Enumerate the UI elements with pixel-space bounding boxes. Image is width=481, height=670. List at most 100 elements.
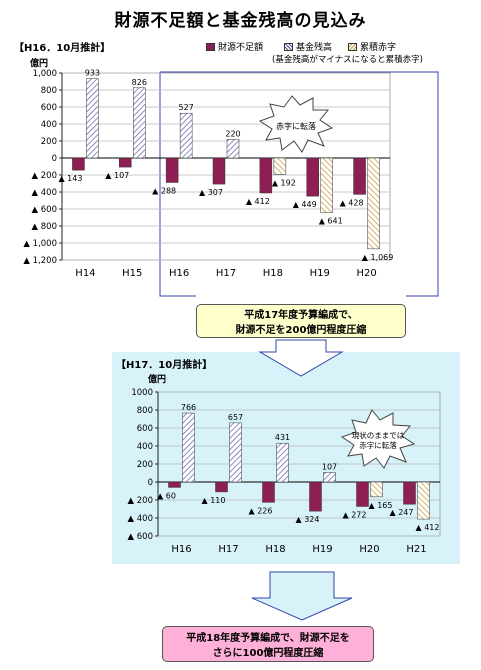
down-arrow-1 — [258, 339, 344, 377]
legend-item-balance: 基金残高 — [284, 40, 332, 53]
chart2-ytick-label: 0 — [148, 478, 153, 488]
chart1-balance-bar — [133, 87, 146, 159]
chart1-deficit-label: ▲ 107 — [105, 171, 129, 180]
chart1-ytick-label: ▲ 800 — [32, 222, 57, 232]
legend-item-cumulative: 累積赤字 — [348, 40, 396, 53]
chart1-deficit-label: ▲ 307 — [199, 188, 223, 197]
chart1-balance-label: 933 — [85, 69, 100, 78]
highlight-frame-left — [159, 72, 196, 297]
chart2-deficit-label: ▲ 110 — [202, 496, 226, 505]
chart1-xtick-label: H14 — [75, 268, 95, 279]
chart2-balance-bar — [323, 472, 336, 483]
legend-swatch-deficit — [206, 42, 215, 51]
chart1-ytick-label: ▲ 400 — [32, 188, 57, 198]
chart2-ytick-label: 1000 — [131, 388, 153, 398]
chart2-deficit-label: ▲ 60 — [157, 491, 176, 500]
chart2-xtick-label: H18 — [265, 544, 285, 555]
chart1-xtick-label: H20 — [356, 268, 376, 279]
chart1-ytick-label: ▲ 600 — [32, 205, 57, 215]
chart1-cumulative-label: ▲ 192 — [272, 178, 296, 187]
chart1-ytick-label: 0 — [52, 154, 57, 164]
chart1-plot: 1,000 800 600 400 200 0 ▲ 200 ▲ 400 ▲ 600 ▲ 800 ▲ … — [23, 69, 393, 279]
legend-item-deficit: 財源不足額 — [206, 40, 263, 53]
chart2-xtick-label: H16 — [171, 544, 191, 555]
chart1-xtick-label: H15 — [122, 268, 142, 279]
chart2-balance-bar — [182, 412, 195, 483]
chart1-balance-label: 826 — [132, 78, 147, 87]
chart2-deficit-bar — [262, 481, 275, 503]
chart1-deficit-label: ▲ 449 — [293, 200, 317, 209]
chart1-cumulative-bar — [367, 157, 380, 250]
chart1-xtick-label: H18 — [263, 268, 283, 279]
legend-swatch-cumulative — [348, 42, 357, 51]
chart2-deficit-bar — [356, 481, 369, 507]
chart2-deficit-bar — [168, 481, 181, 488]
chart1-balance-bar — [86, 78, 99, 159]
chart1-ytick-label: 200 — [41, 137, 57, 147]
chart1-cumulative-bar — [320, 157, 333, 213]
chart2-cumulative-label: ▲ 412 — [416, 523, 440, 532]
chart2-deficit-label: ▲ 247 — [390, 508, 414, 517]
callout-fy18-line2: さらに100億円程度圧縮 — [212, 648, 324, 659]
chart2-deficit-bar — [215, 481, 228, 493]
annotation-text-1: 赤字に転落 — [276, 121, 316, 131]
chart1-balance-bar — [179, 112, 193, 159]
callout-fy17-line1: 平成17年度予算編成で、 — [244, 310, 358, 321]
chart2-ytick-label: 200 — [137, 460, 153, 470]
chart2-deficit-label: ▲ 324 — [296, 515, 320, 524]
chart1-deficit-bar — [119, 157, 132, 168]
chart2-deficit-bar — [403, 481, 416, 505]
chart2-ytick-label: 600 — [137, 424, 153, 434]
legend-label-cumulative: 累積赤字 — [360, 43, 397, 53]
chart2-balance-bar — [229, 422, 242, 483]
chart1-plot-frame — [61, 72, 391, 261]
chart2-header: 【H17．10月推計】 — [116, 360, 213, 371]
chart2-ytick-label: ▲ 200 — [128, 496, 153, 506]
chart1-balance-bar — [226, 139, 240, 159]
annotation-text-2a: 現状のままでは — [352, 430, 405, 440]
chart2-balance-label: 657 — [228, 413, 243, 422]
chart2-balance-label: 107 — [322, 462, 337, 471]
chart2-deficit-bar — [309, 481, 322, 512]
chart1-xtick-label: H17 — [216, 268, 236, 279]
chart1-header: 【H16．10月推計】 — [14, 43, 111, 54]
chart2-cumulative-bar — [370, 481, 383, 498]
chart1-deficit-label: ▲ 143 — [58, 174, 82, 183]
chart1-deficit-label: ▲ 428 — [340, 198, 364, 207]
chart2-xtick-label: H21 — [406, 544, 426, 555]
chart2-xtick-label: H19 — [312, 544, 332, 555]
chart2-deficit-label: ▲ 226 — [249, 506, 273, 515]
chart1-deficit-bar — [72, 157, 85, 171]
chart1-deficit-label: ▲ 412 — [246, 197, 270, 206]
callout-fy18-line1: 平成18年度予算編成で、財源不足を — [186, 633, 350, 644]
chart1-deficit-label: ▲ 288 — [152, 186, 176, 195]
legend-swatch-balance — [284, 42, 293, 51]
chart2-xtick-label: H17 — [218, 544, 238, 555]
chart2-unit-label: 億円 — [148, 375, 167, 385]
chart2-balance-bar — [276, 442, 289, 483]
chart2-xtick-label: H20 — [359, 544, 379, 555]
chart2-ytick-label: 800 — [137, 406, 153, 416]
chart1-cumulative-label: ▲ 641 — [319, 216, 343, 225]
chart1-ytick-label: ▲ 1,200 — [23, 256, 57, 266]
chart2-ytick-label: 400 — [137, 442, 153, 452]
chart2-balance-label: 766 — [181, 403, 196, 412]
chart1-ytick-label: 600 — [41, 103, 57, 113]
callout-fy17: 平成17年度予算編成で、 財源不足を200億円程度圧縮 — [196, 304, 406, 338]
chart1-xtick-label: H19 — [310, 268, 330, 279]
chart1-deficit-bar — [259, 157, 273, 194]
chart1-deficit-bar — [165, 157, 179, 183]
chart2-balance-label: 431 — [275, 433, 290, 442]
chart2-cumulative-label: ▲ 165 — [369, 501, 393, 510]
chart1-deficit-bar — [353, 157, 366, 195]
annotation-burst-1 — [258, 95, 334, 153]
chart2-deficit-label: ▲ 272 — [343, 510, 367, 519]
chart1-cumulative-label: ▲ 1,069 — [362, 253, 394, 262]
legend-label-deficit: 財源不足額 — [218, 43, 264, 53]
annotation-text-2b: 赤字に転落 — [359, 440, 397, 450]
chart1-deficit-bar — [306, 157, 319, 197]
highlight-frame-right — [160, 71, 439, 297]
down-arrow-2 — [251, 571, 353, 621]
chart1-ytick-label: 1,000 — [33, 69, 57, 79]
